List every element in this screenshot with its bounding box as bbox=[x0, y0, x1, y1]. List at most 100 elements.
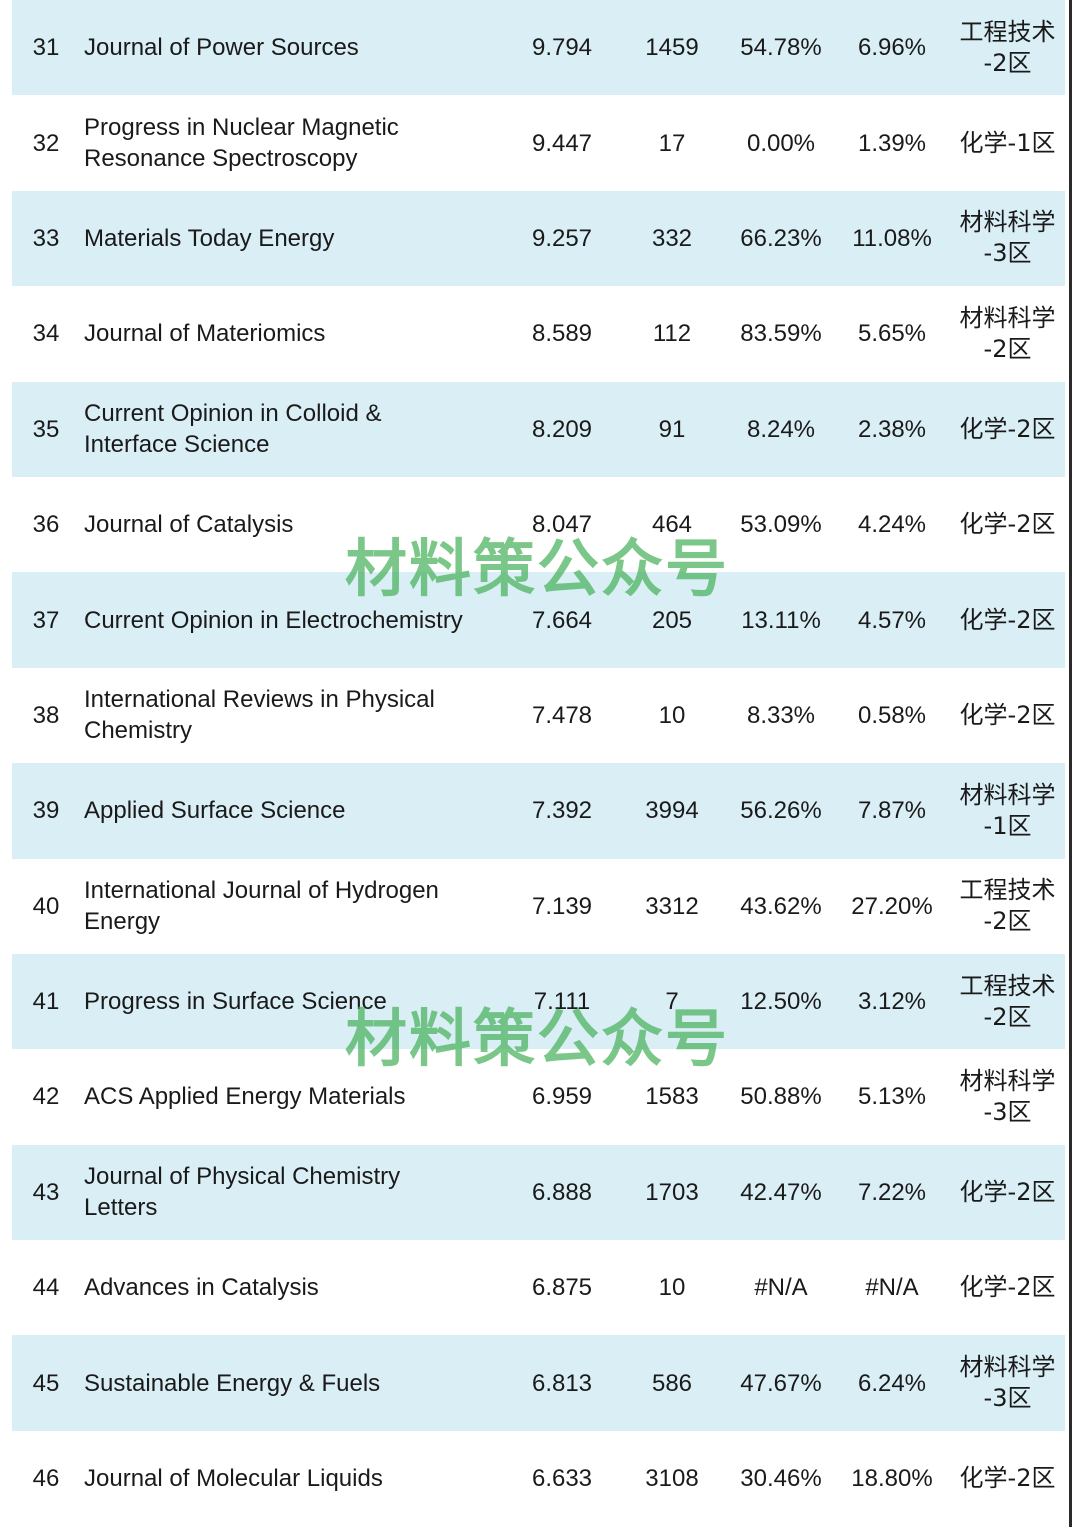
percent-a-cell: 30.46% bbox=[740, 1465, 822, 1493]
article-count-cell: 10 bbox=[658, 701, 686, 729]
rank-cell: 41 bbox=[32, 988, 60, 1016]
journal-name-cell: Journal of Molecular Liquids bbox=[84, 1465, 383, 1493]
rank-cell: 42 bbox=[32, 1083, 60, 1111]
article-count-cell: 112 bbox=[652, 320, 692, 348]
rank-cell: 35 bbox=[32, 415, 60, 443]
zone-cell: 材料科学 -1区 bbox=[959, 780, 1056, 840]
impact-factor-cell: 8.589 bbox=[531, 320, 593, 348]
percent-a-cell: 66.23% bbox=[740, 224, 822, 252]
zone-cell: 材料科学 -3区 bbox=[959, 208, 1056, 268]
article-count-cell: 91 bbox=[658, 415, 686, 443]
rank-cell: 33 bbox=[32, 224, 60, 252]
article-count-cell: 1459 bbox=[645, 34, 699, 62]
percent-b-cell: 2.38% bbox=[857, 415, 927, 443]
journal-name-cell: Progress in Surface Science bbox=[84, 988, 387, 1016]
percent-b-cell: 5.13% bbox=[857, 1083, 927, 1111]
impact-factor-cell: 9.257 bbox=[531, 224, 593, 252]
rank-cell: 34 bbox=[32, 320, 60, 348]
impact-factor-cell: 6.888 bbox=[531, 1178, 593, 1206]
zone-cell: 工程技术 -2区 bbox=[959, 876, 1056, 936]
rank-cell: 46 bbox=[32, 1465, 60, 1493]
percent-a-cell: 8.33% bbox=[746, 701, 816, 729]
article-count-cell: 205 bbox=[651, 606, 693, 634]
percent-b-cell: 11.08% bbox=[852, 224, 932, 252]
article-count-cell: 3312 bbox=[645, 892, 699, 920]
table-row: 36 Journal of Catalysis 8.047 464 53.09%… bbox=[12, 476, 1065, 573]
journal-name-cell: Current Opinion in Electrochemistry bbox=[84, 606, 463, 634]
rank-cell: 40 bbox=[32, 892, 60, 920]
table-row: 43 Journal of Physical Chemistry Letters … bbox=[12, 1144, 1065, 1241]
percent-a-cell: 42.47% bbox=[740, 1178, 822, 1206]
article-count-cell: 1583 bbox=[645, 1083, 699, 1111]
rank-cell: 32 bbox=[32, 129, 60, 157]
impact-factor-cell: 6.875 bbox=[531, 1274, 593, 1302]
percent-a-cell: 83.59% bbox=[740, 320, 822, 348]
rank-cell: 36 bbox=[32, 511, 60, 539]
impact-factor-cell: 8.047 bbox=[531, 511, 593, 539]
rank-cell: 38 bbox=[32, 701, 60, 729]
article-count-cell: 586 bbox=[651, 1369, 693, 1397]
percent-b-cell: #N/A bbox=[865, 1274, 919, 1302]
zone-cell: 化学-2区 bbox=[959, 1464, 1056, 1493]
right-border bbox=[1069, 0, 1072, 1527]
journal-name-cell: Advances in Catalysis bbox=[84, 1274, 319, 1302]
percent-b-cell: 1.39% bbox=[857, 129, 927, 157]
percent-b-cell: 7.22% bbox=[857, 1178, 927, 1206]
percent-b-cell: 4.57% bbox=[857, 606, 927, 634]
journal-name-cell: ACS Applied Energy Materials bbox=[84, 1083, 406, 1111]
zone-cell: 化学-2区 bbox=[959, 605, 1056, 634]
journal-name-cell: Journal of Catalysis bbox=[84, 511, 294, 539]
table-row: 34 Journal of Materiomics 8.589 112 83.5… bbox=[12, 286, 1065, 382]
impact-factor-cell: 6.633 bbox=[531, 1465, 593, 1493]
table-row: 41 Progress in Surface Science 7.111 7 1… bbox=[12, 953, 1065, 1050]
article-count-cell: 17 bbox=[658, 129, 686, 157]
article-count-cell: 464 bbox=[651, 511, 693, 539]
impact-factor-cell: 7.392 bbox=[531, 797, 593, 825]
journal-name-cell: International Journal of Hydrogen Energy bbox=[84, 877, 439, 936]
percent-b-cell: 5.65% bbox=[857, 320, 927, 348]
table-row: 31 Journal of Power Sources 9.794 1459 5… bbox=[12, 0, 1065, 96]
table-row: 35 Current Opinion in Colloid & Interface… bbox=[12, 381, 1065, 477]
zone-cell: 化学-2区 bbox=[959, 700, 1056, 729]
percent-a-cell: 56.26% bbox=[740, 797, 822, 825]
table-row: 39 Applied Surface Science 7.392 3994 56… bbox=[12, 763, 1065, 859]
zone-cell: 化学-2区 bbox=[959, 510, 1056, 539]
impact-factor-cell: 7.111 bbox=[533, 988, 591, 1016]
journal-name-cell: Applied Surface Science bbox=[84, 797, 346, 825]
journal-name-cell: International Reviews in Physical Chemist… bbox=[84, 686, 435, 745]
impact-factor-cell: 6.813 bbox=[531, 1369, 593, 1397]
article-count-cell: 1703 bbox=[645, 1178, 699, 1206]
rank-cell: 31 bbox=[32, 34, 60, 62]
zone-cell: 化学-2区 bbox=[959, 1273, 1056, 1302]
percent-b-cell: 18.80% bbox=[851, 1465, 933, 1493]
journal-table: 31 Journal of Power Sources 9.794 1459 5… bbox=[12, 0, 1065, 1527]
journal-name-cell: Journal of Power Sources bbox=[84, 34, 359, 62]
rank-cell: 43 bbox=[32, 1178, 60, 1206]
percent-b-cell: 4.24% bbox=[857, 511, 927, 539]
percent-a-cell: 13.11% bbox=[741, 606, 821, 634]
zone-cell: 材料科学 -3区 bbox=[959, 1353, 1056, 1413]
percent-b-cell: 27.20% bbox=[851, 892, 933, 920]
percent-b-cell: 0.58% bbox=[857, 701, 927, 729]
zone-cell: 材料科学 -3区 bbox=[959, 1066, 1056, 1126]
article-count-cell: 3108 bbox=[645, 1465, 699, 1493]
article-count-cell: 332 bbox=[651, 224, 693, 252]
table-row: 40 International Journal of Hydrogen Ener… bbox=[12, 858, 1065, 954]
percent-a-cell: 54.78% bbox=[740, 34, 822, 62]
zone-cell: 工程技术 -2区 bbox=[959, 971, 1056, 1031]
percent-a-cell: 43.62% bbox=[740, 892, 822, 920]
zone-cell: 化学-2区 bbox=[959, 1177, 1056, 1206]
rank-cell: 45 bbox=[32, 1369, 60, 1397]
article-count-cell: 7 bbox=[665, 988, 679, 1016]
journal-name-cell: Progress in Nuclear Magnetic Resonance Sp… bbox=[84, 114, 399, 173]
percent-a-cell: 50.88% bbox=[740, 1083, 822, 1111]
table-row: 42 ACS Applied Energy Materials 6.959 15… bbox=[12, 1049, 1065, 1145]
rank-cell: 39 bbox=[32, 797, 60, 825]
percent-b-cell: 6.24% bbox=[857, 1369, 927, 1397]
percent-a-cell: #N/A bbox=[754, 1274, 808, 1302]
zone-cell: 材料科学 -2区 bbox=[959, 303, 1056, 363]
impact-factor-cell: 9.794 bbox=[531, 34, 593, 62]
article-count-cell: 3994 bbox=[645, 797, 699, 825]
percent-a-cell: 12.50% bbox=[740, 988, 822, 1016]
table-row: 33 Materials Today Energy 9.257 332 66.2… bbox=[12, 190, 1065, 287]
